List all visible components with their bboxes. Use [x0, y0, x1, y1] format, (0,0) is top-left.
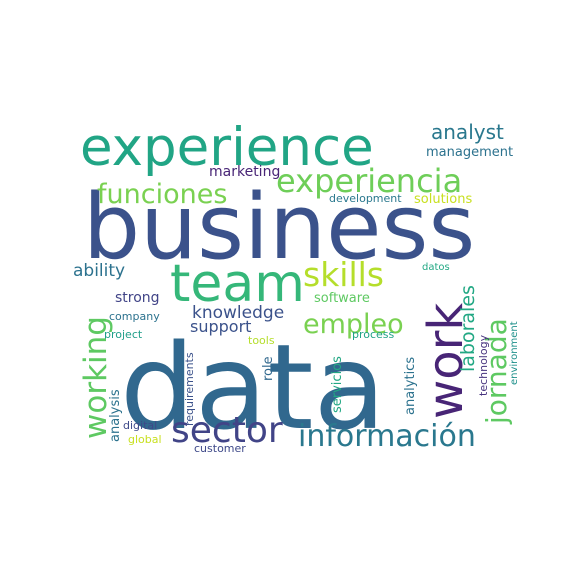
word-analysis: analysis [108, 389, 123, 442]
word-development: development [329, 192, 402, 205]
word-analyst: analyst [431, 120, 504, 144]
word-environment: environment [509, 321, 520, 385]
word-requirements: requirements [183, 352, 196, 426]
word-technology: technology [477, 334, 490, 396]
word-marketing: marketing [209, 164, 280, 180]
word-ability: ability [73, 261, 125, 281]
word-solutions: solutions [414, 192, 472, 207]
word-funciones: funciones [97, 179, 227, 210]
word-company: company [109, 310, 160, 323]
word-datos: datos [422, 262, 450, 273]
word-laborales: laborales [457, 285, 479, 372]
word-management: management [426, 145, 513, 160]
word-role: role [261, 356, 276, 381]
word-global: global [128, 433, 162, 446]
word-analytics: analytics [403, 357, 418, 415]
word-process: process [352, 328, 395, 341]
word-support: support [190, 317, 251, 336]
word-tools: tools [248, 334, 275, 347]
word-skills: skills [303, 255, 384, 294]
word-software: software [314, 291, 370, 306]
word-digital: digital [123, 419, 157, 432]
word-strong: strong [115, 290, 160, 306]
word-customer: customer [194, 442, 246, 455]
word-informacion: información [298, 419, 476, 454]
word-servicios: servicios [330, 356, 345, 413]
